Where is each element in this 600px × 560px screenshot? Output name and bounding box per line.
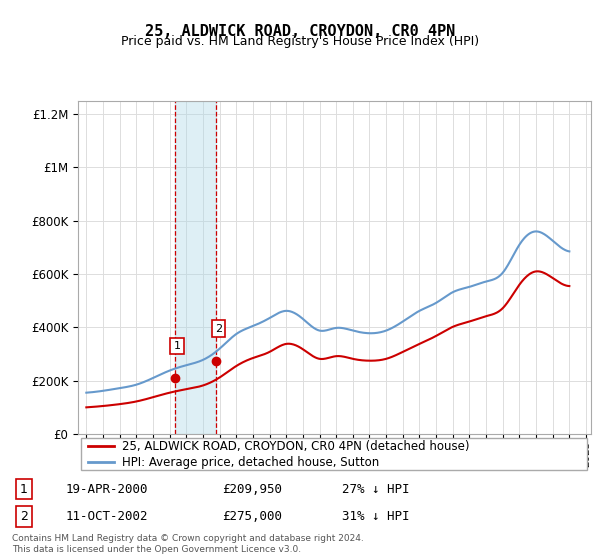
Text: 19-APR-2000: 19-APR-2000 — [66, 483, 149, 496]
Text: 1: 1 — [20, 483, 28, 496]
Text: 2: 2 — [215, 324, 222, 334]
Text: 31% ↓ HPI: 31% ↓ HPI — [342, 510, 409, 523]
Text: This data is licensed under the Open Government Licence v3.0.: This data is licensed under the Open Gov… — [12, 545, 301, 554]
Text: 25, ALDWICK ROAD, CROYDON, CR0 4PN: 25, ALDWICK ROAD, CROYDON, CR0 4PN — [145, 24, 455, 39]
Text: 25, ALDWICK ROAD, CROYDON, CR0 4PN (detached house): 25, ALDWICK ROAD, CROYDON, CR0 4PN (deta… — [122, 440, 469, 452]
Text: £209,950: £209,950 — [222, 483, 282, 496]
Text: Contains HM Land Registry data © Crown copyright and database right 2024.: Contains HM Land Registry data © Crown c… — [12, 534, 364, 543]
Text: 11-OCT-2002: 11-OCT-2002 — [66, 510, 149, 523]
Text: 1: 1 — [173, 341, 181, 351]
Text: 2: 2 — [20, 510, 28, 523]
Text: HPI: Average price, detached house, Sutton: HPI: Average price, detached house, Sutt… — [122, 456, 379, 469]
Bar — [175, 101, 216, 434]
Text: Price paid vs. HM Land Registry's House Price Index (HPI): Price paid vs. HM Land Registry's House … — [121, 35, 479, 48]
Text: 27% ↓ HPI: 27% ↓ HPI — [342, 483, 409, 496]
Text: £275,000: £275,000 — [222, 510, 282, 523]
